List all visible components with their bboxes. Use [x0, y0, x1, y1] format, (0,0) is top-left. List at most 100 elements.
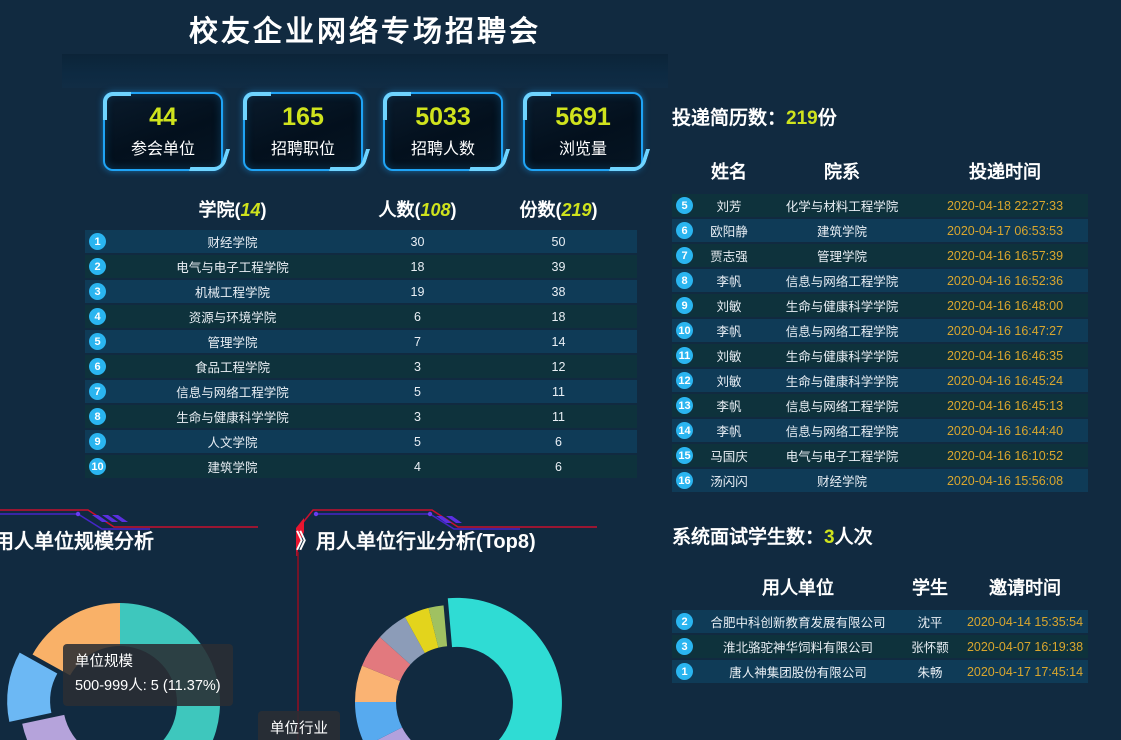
stat-value: 5691: [555, 102, 611, 131]
industry-chart-title: 》用人单位行业分析(Top8): [296, 531, 536, 553]
copies-cell: 39: [551, 259, 566, 274]
copies-header: 份数(219): [519, 200, 598, 220]
college-rows: 1 财经学院 30 50 2 电气与电子工程学院 18 39 3 机械工程学院 19 38 4 资源与环境…: [85, 230, 637, 478]
copies-cell: 6: [555, 434, 562, 449]
college-cell: 资源与环境学院: [188, 311, 277, 325]
department-cell: 信息与网络工程学院: [785, 425, 899, 439]
people-cell: 3: [414, 409, 421, 424]
rank-badge: 9: [676, 297, 693, 314]
college-header: 学院(14): [198, 200, 267, 220]
stat-card: 5691 浏览量: [523, 92, 643, 171]
delivery-time-cell: 2020-04-16 16:47:27: [946, 323, 1064, 338]
rank-badge: 11: [676, 347, 693, 364]
tooltip-series-name: 单位行业: [270, 721, 328, 737]
copies-cell: 38: [551, 284, 566, 299]
employer-cell: 唐人神集团股份有限公司: [729, 666, 867, 680]
stat-card: 165 招聘职位: [243, 92, 363, 171]
table-row: 4 资源与环境学院 6 18: [85, 305, 637, 328]
college-cell: 食品工程学院: [194, 361, 270, 375]
employer-cell: 淮北骆驼神华饲料有限公司: [722, 641, 873, 655]
employer-header: 用人单位: [762, 578, 834, 598]
college-cell: 信息与网络工程学院: [176, 386, 289, 400]
people-cell: 5: [414, 434, 421, 449]
college-cell: 生命与健康科学学院: [176, 411, 289, 425]
stat-card: 5033 招聘人数: [383, 92, 503, 171]
rank-badge: 14: [676, 422, 693, 439]
pie-slice[interactable]: [413, 597, 562, 740]
invite-time-cell: 2020-04-17 17:45:14: [966, 664, 1084, 679]
interview-rows: 2 合肥中科创新教育发展有限公司 沈平 2020-04-14 15:35:54 3 淮北骆…: [672, 610, 1088, 683]
name-header: 姓名: [711, 162, 747, 182]
rank-badge: 5: [676, 197, 693, 214]
stat-label: 参会单位: [130, 141, 195, 159]
table-row: 8 李帆 信息与网络工程学院 2020-04-16 16:52:36: [672, 269, 1088, 292]
table-row: 6 食品工程学院 3 12: [85, 355, 637, 378]
department-cell: 信息与网络工程学院: [785, 275, 899, 289]
table-row: 10 建筑学院 4 6: [85, 455, 637, 478]
rank-badge: 16: [676, 472, 693, 489]
tooltip-value: 500-999人: 5 (11.37%): [75, 677, 221, 694]
people-cell: 30: [410, 234, 425, 249]
rank-badge: 9: [89, 433, 106, 450]
department-header: 院系: [824, 162, 860, 182]
student-cell: 张怀颢: [911, 641, 949, 655]
interview-table-header: 用人单位 学生 邀请时间: [672, 572, 1088, 602]
name-cell: 李帆: [716, 400, 742, 414]
delivery-time-cell: 2020-04-16 16:44:40: [946, 423, 1064, 438]
table-row: 15 马国庆 电气与电子工程学院 2020-04-16 16:10:52: [672, 444, 1088, 467]
people-cell: 3: [414, 359, 421, 374]
table-row: 9 人文学院 5 6: [85, 430, 637, 453]
delivery-time-cell: 2020-04-16 16:45:24: [946, 373, 1064, 388]
college-cell: 电气与电子工程学院: [176, 261, 289, 275]
pie-slice[interactable]: [355, 702, 403, 740]
college-table-header: 学院(14) 人数(108) 份数(219): [85, 194, 637, 224]
people-cell: 4: [414, 459, 421, 474]
rank-badge: 10: [676, 322, 693, 339]
name-cell: 李帆: [716, 425, 742, 439]
table-row: 6 欧阳静 建筑学院 2020-04-17 06:53:53: [672, 219, 1088, 242]
stat-label: 招聘人数: [410, 141, 475, 159]
table-row: 7 贾志强 管理学院 2020-04-16 16:57:39: [672, 244, 1088, 267]
rank-badge: 8: [89, 408, 106, 425]
pie-slice[interactable]: [428, 605, 448, 648]
table-row: 9 刘敏 生命与健康科学学院 2020-04-16 16:48:00: [672, 294, 1088, 317]
pie-slice[interactable]: [404, 607, 439, 654]
copies-cell: 18: [551, 309, 566, 324]
stat-label: 招聘职位: [270, 141, 335, 159]
stat-card: 44 参会单位: [103, 92, 223, 171]
delivery-time-cell: 2020-04-16 15:56:08: [946, 473, 1064, 488]
department-cell: 建筑学院: [816, 225, 867, 239]
pie-slice[interactable]: [362, 637, 411, 682]
interview-table: 用人单位 学生 邀请时间 2 合肥中科创新教育发展有限公司 沈平 2020-04-14…: [672, 572, 1088, 685]
department-cell: 生命与健康科学学院: [785, 375, 899, 389]
rank-badge: 1: [89, 233, 106, 250]
rank-badge: 6: [676, 222, 693, 239]
delivery-time-cell: 2020-04-17 06:53:53: [946, 223, 1064, 238]
resume-table-header: 姓名 院系 投递时间: [672, 156, 1088, 186]
people-cell: 6: [414, 309, 421, 324]
invite-time-cell: 2020-04-14 15:35:54: [966, 614, 1084, 629]
copies-cell: 6: [555, 459, 562, 474]
delivery-time-cell: 2020-04-16 16:57:39: [946, 248, 1064, 263]
delivery-time-cell: 2020-04-16 16:48:00: [946, 298, 1064, 313]
pie-slice[interactable]: [22, 714, 137, 740]
name-cell: 刘敏: [716, 300, 742, 314]
rank-badge: 8: [676, 272, 693, 289]
name-cell: 汤闪闪: [710, 475, 748, 489]
pie-slice[interactable]: [355, 665, 401, 702]
resume-count-title: 投递简历数：219份: [672, 108, 837, 129]
rank-badge: 10: [89, 458, 106, 475]
people-cell: 5: [414, 384, 421, 399]
people-cell: 18: [410, 259, 425, 274]
pie-slice[interactable]: [366, 727, 429, 740]
student-cell: 朱畅: [917, 666, 943, 680]
pie-slice[interactable]: [379, 617, 425, 665]
department-cell: 生命与健康科学学院: [785, 300, 899, 314]
stat-label: 浏览量: [558, 141, 607, 159]
name-cell: 刘敏: [716, 375, 742, 389]
name-cell: 李帆: [716, 325, 742, 339]
rank-badge: 7: [89, 383, 106, 400]
interview-count-title: 系统面试学生数：3人次: [672, 527, 873, 548]
pie-slice[interactable]: [7, 652, 58, 722]
copies-cell: 14: [551, 334, 566, 349]
